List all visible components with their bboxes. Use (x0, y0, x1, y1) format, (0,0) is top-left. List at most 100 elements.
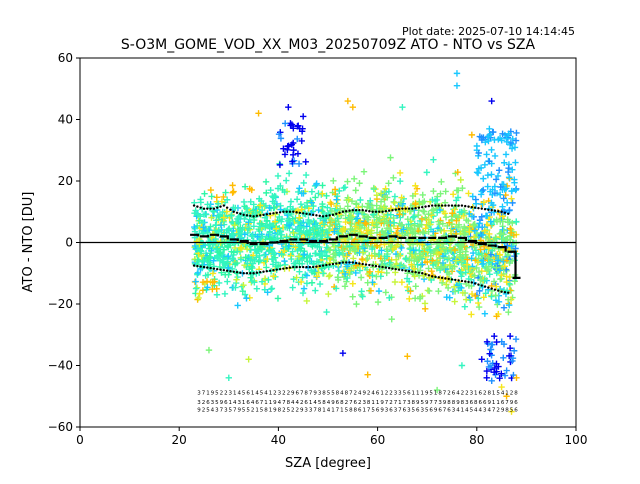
scatter-point (235, 230, 242, 237)
scatter-point (488, 377, 495, 385)
scatter-point (319, 200, 326, 208)
scatter-point (396, 211, 403, 218)
scatter-point (445, 270, 453, 278)
scatter-point (363, 213, 371, 220)
scatter-point (220, 193, 227, 201)
scatter-point (244, 260, 251, 267)
bin-count-label: 9 (220, 400, 224, 406)
std-marker (344, 261, 348, 264)
scatter-point (385, 180, 392, 187)
outlier-point (458, 362, 466, 369)
scatter-point (496, 251, 504, 258)
scatter-point (425, 216, 433, 224)
scatter-point (295, 188, 302, 196)
scatter-point (482, 139, 489, 146)
std-marker (196, 264, 199, 268)
scatter-point (232, 284, 239, 291)
scatter-point (200, 257, 207, 265)
scatter-point (261, 214, 269, 221)
scatter-point (296, 268, 303, 275)
scatter-point (425, 287, 433, 295)
scatter-point (333, 202, 340, 210)
outlier-point (453, 82, 461, 89)
std-marker (338, 261, 341, 265)
scatter-point (412, 283, 419, 290)
bin-count-label: 2 (358, 400, 362, 406)
scatter-point (470, 234, 478, 241)
scatter-point (492, 252, 500, 260)
scatter-point (329, 240, 336, 247)
scatter-point (410, 213, 418, 220)
scatter-point (412, 250, 419, 258)
bin-count-label: 6 (246, 400, 250, 406)
scatter-point (420, 228, 427, 236)
scatter-point (456, 248, 464, 256)
bin-count-label: 1 (461, 408, 465, 414)
bin-count-label: 8 (322, 400, 326, 406)
scatter-point (225, 271, 232, 278)
scatter-point (347, 225, 354, 233)
scatter-point (419, 199, 426, 207)
scatter-point (241, 231, 248, 238)
scatter-point (339, 246, 346, 254)
scatter-point (462, 296, 470, 303)
scatter-point (480, 175, 487, 182)
std-marker (252, 215, 255, 218)
scatter-point (490, 278, 498, 285)
scatter-point (436, 220, 443, 228)
scatter-point (507, 229, 515, 236)
scatter-point (483, 367, 491, 375)
scatter-point (475, 303, 483, 311)
scatter-point (256, 223, 264, 230)
scatter-point (223, 196, 231, 203)
std-marker (473, 282, 477, 285)
scatter-point (435, 288, 442, 295)
outlier-point (433, 386, 441, 394)
scatter-point (253, 285, 261, 292)
scatter-point (266, 204, 273, 212)
scatter-point (382, 185, 389, 192)
scatter-point (220, 246, 228, 253)
outlier-point (513, 374, 520, 381)
scatter-point (310, 229, 317, 236)
scatter-point (500, 304, 508, 311)
bin-count-label: 3 (309, 408, 313, 414)
bin-count-label: 8 (447, 400, 451, 406)
std-marker (394, 208, 397, 211)
std-marker (192, 204, 196, 207)
scatter-point (392, 256, 400, 263)
std-marker (272, 268, 275, 272)
scatter-point (411, 222, 418, 229)
bin-count-label: 9 (211, 391, 215, 397)
scatter-point (295, 253, 303, 260)
std-marker (464, 204, 467, 208)
scatter-point (495, 136, 502, 143)
scatter-point (302, 158, 309, 165)
scatter-point (308, 199, 316, 206)
scatter-point (461, 303, 469, 310)
scatter-point (323, 308, 330, 316)
scatter-point (507, 139, 515, 147)
scatter-point (352, 269, 359, 277)
scatter-point (493, 360, 500, 368)
scatter-point (417, 293, 424, 301)
scatter-point (472, 292, 479, 300)
scatter-point (506, 344, 514, 352)
scatter-point (288, 141, 296, 148)
std-marker (404, 269, 407, 272)
scatter-point (204, 229, 211, 236)
outlier-point (503, 393, 510, 400)
scatter-point (262, 222, 269, 229)
std-marker (440, 204, 444, 207)
std-marker (298, 265, 302, 269)
scatter-point (316, 252, 324, 259)
bin-count-label: 9 (380, 408, 384, 414)
scatter-point (298, 137, 305, 145)
bin-count-label: 6 (438, 408, 442, 414)
bin-count-label: 3 (398, 391, 402, 397)
scatter-point (287, 217, 294, 225)
scatter-point (267, 286, 275, 293)
scatter-point (280, 145, 287, 152)
scatter-point (244, 208, 251, 216)
std-marker (364, 209, 368, 212)
